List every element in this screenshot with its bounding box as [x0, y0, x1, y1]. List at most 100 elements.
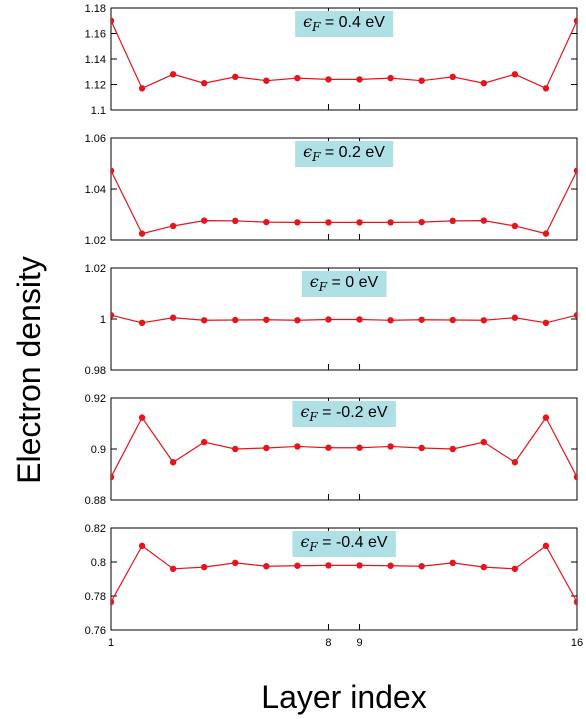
data-point: [449, 217, 456, 225]
panel-label-box: [295, 141, 394, 167]
y-tick-label: 1.1: [91, 105, 106, 117]
data-point: [387, 74, 394, 82]
panel-label: ϵF = 0.4 eV: [303, 12, 385, 34]
data-point: [480, 563, 487, 571]
data-point: [138, 85, 146, 92]
data-point: [263, 444, 270, 452]
data-point: [356, 316, 363, 323]
x-tick-label: 1: [108, 637, 114, 649]
data-point: [201, 438, 208, 446]
x-tick-label: 8: [325, 637, 331, 649]
panel-3: 0.98 1 1.02 ϵF = 0 eV: [85, 263, 578, 377]
data-point: [387, 219, 394, 226]
data-point: [263, 316, 270, 323]
y-tick-label: 1.12: [85, 80, 106, 92]
data-point: [169, 71, 177, 78]
data-point: [138, 319, 146, 327]
data-point: [294, 74, 301, 82]
data-point: [263, 77, 270, 84]
panel-label-box: [295, 11, 394, 37]
data-point: [232, 445, 239, 453]
panel-label: ϵF = -0.4 eV: [300, 532, 387, 554]
data-point: [169, 222, 177, 230]
data-point: [356, 444, 363, 451]
series-group: [111, 542, 577, 606]
data-point: [111, 167, 115, 174]
data-point: [169, 459, 177, 466]
data-point: [511, 222, 519, 230]
data-point: [138, 542, 146, 550]
panel-label: ϵF = -0.2 eV: [300, 402, 387, 424]
series-group: [111, 414, 577, 481]
data-point: [356, 76, 363, 83]
y-tick-label: 0.78: [85, 591, 106, 603]
y-tick-label: 1.04: [85, 184, 106, 196]
data-point: [325, 444, 332, 451]
data-point: [232, 559, 239, 567]
data-point: [138, 230, 146, 237]
epsilon-symbol: ϵ: [303, 142, 312, 161]
subscript-f: F: [311, 20, 321, 34]
panel-label-value: = 0.4 eV: [320, 14, 385, 31]
y-tick-label: 0.82: [85, 523, 106, 535]
series-group: [111, 311, 577, 327]
epsilon-symbol: ϵ: [303, 12, 312, 31]
y-tick-label: 0.9: [91, 444, 106, 456]
subscript-f: F: [308, 540, 318, 554]
y-tick-label: 1.02: [85, 235, 106, 247]
data-point: [387, 443, 394, 450]
subscript-f: F: [311, 150, 321, 164]
data-point: [480, 317, 487, 324]
data-point: [418, 218, 425, 226]
panel-label-value: = -0.2 eV: [318, 404, 388, 421]
data-point: [387, 317, 394, 324]
panel-5: 0.76 0.78 0.8 0.82 ϵF = -0.4 eV: [85, 523, 578, 637]
data-point: [511, 459, 519, 466]
y-tick-label: 0.8: [91, 557, 106, 569]
x-tick-label: 9: [356, 637, 362, 649]
data-point: [573, 473, 577, 481]
data-point: [325, 76, 332, 83]
data-point: [232, 316, 239, 324]
data-point: [138, 414, 146, 421]
data-point: [480, 438, 487, 446]
panel-2: 1.02 1.04 1.06 ϵF = 0.2 eV: [85, 133, 578, 247]
data-point: [325, 562, 332, 569]
y-tick-label: 0.98: [85, 365, 106, 377]
series-group: [111, 17, 577, 92]
data-point: [511, 71, 519, 78]
data-point: [111, 473, 115, 481]
data-point: [169, 565, 177, 572]
series-group: [111, 167, 577, 237]
epsilon-symbol: ϵ: [310, 272, 319, 291]
data-point: [201, 217, 208, 224]
data-point: [294, 562, 301, 569]
panel-label: ϵF = 0 eV: [310, 272, 379, 294]
data-point: [232, 73, 239, 81]
data-point: [111, 311, 115, 319]
y-tick-label: 0.88: [85, 495, 106, 507]
data-point: [573, 598, 577, 606]
data-point: [201, 317, 208, 324]
data-point: [542, 414, 550, 421]
data-point: [418, 316, 425, 323]
series-line: [111, 314, 577, 324]
y-tick-label: 0.92: [85, 393, 106, 405]
data-point: [573, 311, 577, 319]
y-tick-label: 1.14: [85, 54, 106, 66]
data-point: [542, 542, 550, 550]
x-tick-label: 16: [571, 637, 583, 649]
y-tick-label: 1.02: [85, 263, 106, 275]
data-point: [449, 559, 456, 567]
subscript-f: F: [308, 410, 318, 424]
data-point: [449, 445, 456, 453]
data-point: [449, 316, 456, 324]
epsilon-symbol: ϵ: [300, 532, 309, 551]
panel-label-box: [301, 271, 387, 297]
panel-label-box: [292, 531, 396, 557]
data-point: [573, 17, 577, 24]
series-line: [111, 20, 577, 90]
panel-label-value: = -0.4 eV: [318, 534, 388, 551]
data-point: [325, 316, 332, 323]
